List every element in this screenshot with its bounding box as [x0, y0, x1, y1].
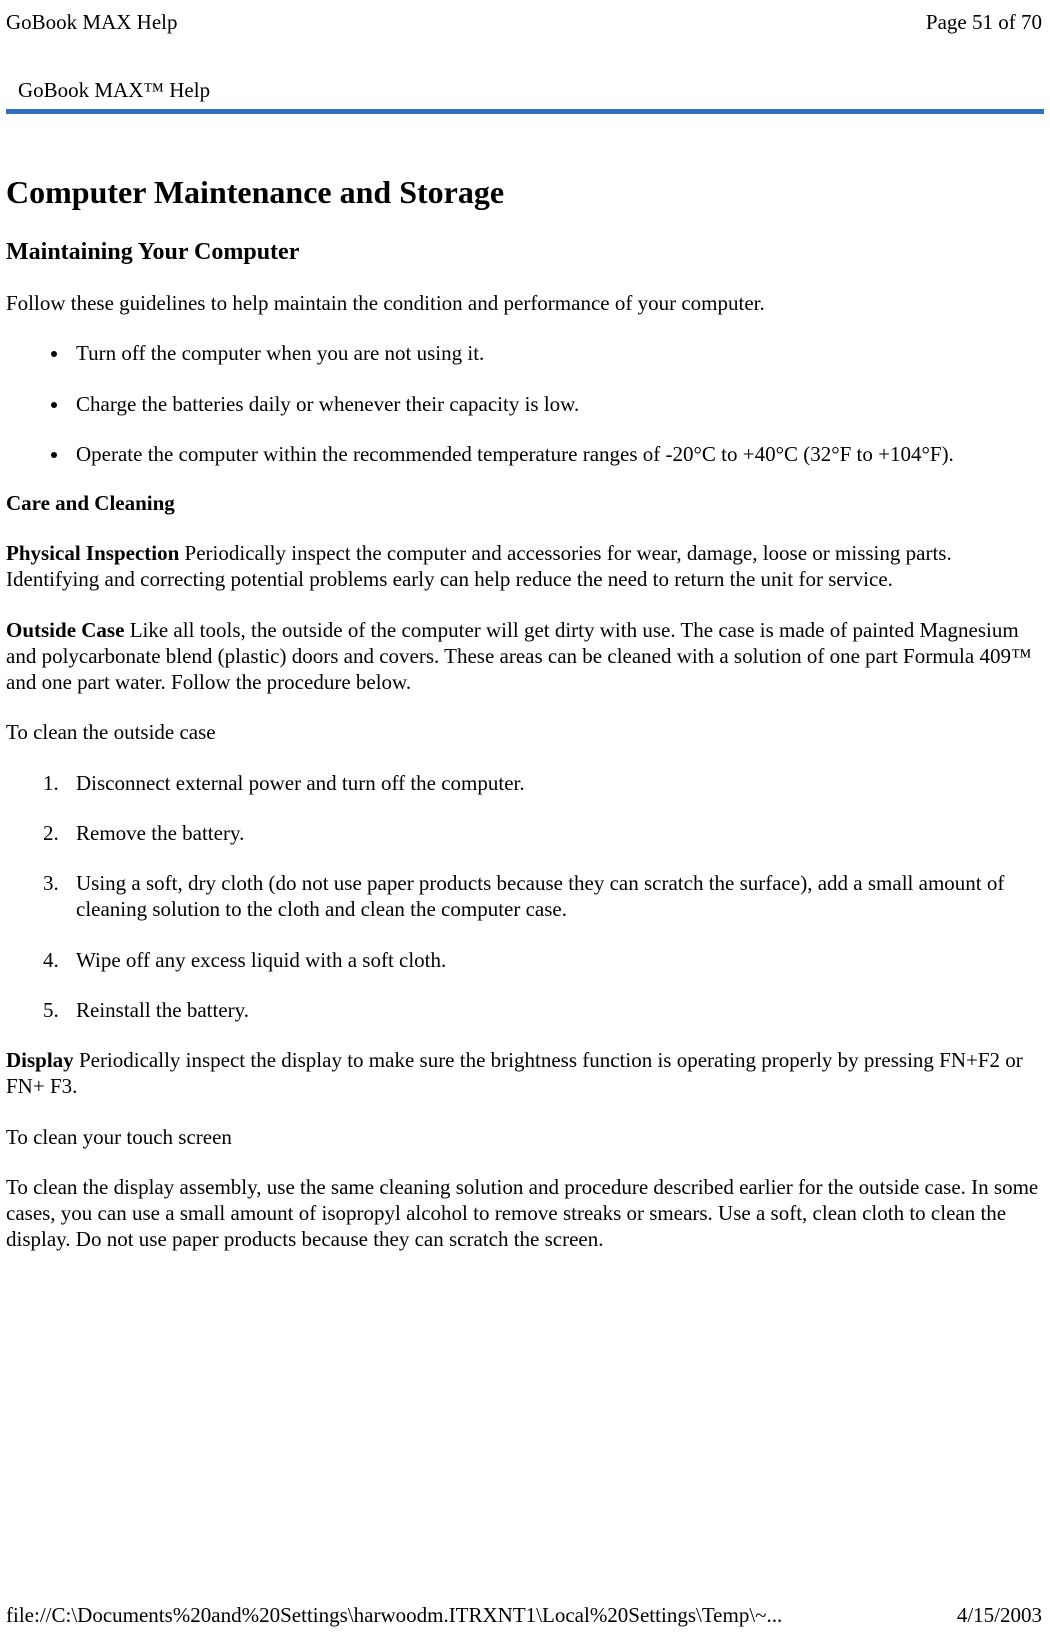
- display-para: Display Periodically inspect the display…: [6, 1047, 1044, 1100]
- physical-inspection-para: Physical Inspection Periodically inspect…: [6, 540, 1044, 593]
- print-header-right: Page 51 of 70: [926, 10, 1042, 35]
- heading-maintaining: Maintaining Your Computer: [6, 239, 1044, 266]
- breadcrumb-title: GoBook MAX™ Help: [18, 78, 1044, 103]
- physical-inspection-label: Physical Inspection: [6, 541, 179, 565]
- outside-case-text: Like all tools, the outside of the compu…: [6, 618, 1032, 695]
- page: GoBook MAX Help Page 51 of 70 GoBook MAX…: [0, 0, 1050, 1642]
- list-item: Remove the battery.: [64, 820, 1044, 846]
- maintain-intro: Follow these guidelines to help maintain…: [6, 290, 1044, 316]
- print-footer-date: 4/15/2003: [957, 1603, 1042, 1628]
- list-item: Charge the batteries daily or whenever t…: [70, 391, 1044, 417]
- content-area: GoBook MAX™ Help Computer Maintenance an…: [6, 78, 1044, 1277]
- list-item: Using a soft, dry cloth (do not use pape…: [64, 870, 1044, 923]
- outside-proc-intro: To clean the outside case: [6, 719, 1044, 745]
- print-footer-path: file://C:\Documents%20and%20Settings\har…: [6, 1603, 782, 1628]
- list-item: Turn off the computer when you are not u…: [70, 340, 1044, 366]
- touch-intro: To clean your touch screen: [6, 1124, 1044, 1150]
- print-header-left: GoBook MAX Help: [6, 10, 178, 35]
- title-rule: [6, 109, 1044, 114]
- heading-care-cleaning: Care and Cleaning: [6, 491, 1044, 516]
- display-label: Display: [6, 1048, 74, 1072]
- outside-case-steps: Disconnect external power and turn off t…: [64, 770, 1044, 1024]
- maintain-bullet-list: Turn off the computer when you are not u…: [70, 340, 1044, 467]
- list-item: Reinstall the battery.: [64, 997, 1044, 1023]
- outside-case-para: Outside Case Like all tools, the outside…: [6, 617, 1044, 696]
- display-text: Periodically inspect the display to make…: [6, 1048, 1023, 1098]
- list-item: Disconnect external power and turn off t…: [64, 770, 1044, 796]
- outside-case-label: Outside Case: [6, 618, 124, 642]
- touch-text: To clean the display assembly, use the s…: [6, 1174, 1044, 1253]
- list-item: Operate the computer within the recommen…: [70, 441, 1044, 467]
- page-title: Computer Maintenance and Storage: [6, 174, 1044, 211]
- list-item: Wipe off any excess liquid with a soft c…: [64, 947, 1044, 973]
